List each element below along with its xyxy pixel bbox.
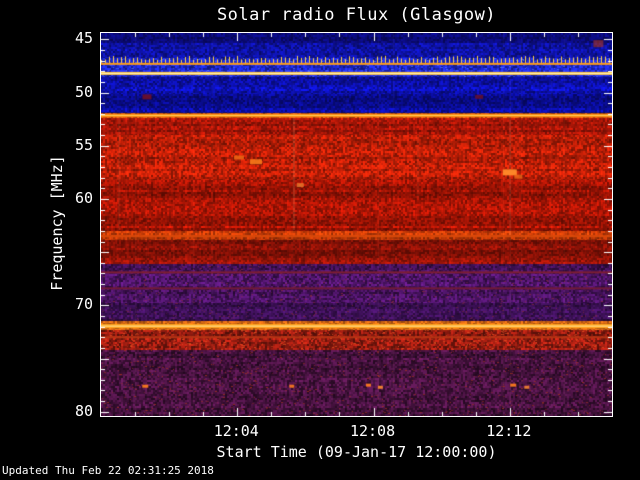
x-tick-label: 12:12: [486, 422, 532, 440]
y-tick-label: 55: [74, 135, 93, 154]
y-tick-label: 60: [74, 188, 93, 207]
y-tick-label: 80: [74, 401, 93, 420]
x-axis-label: Start Time (09-Jan-17 12:00:00): [216, 443, 497, 461]
y-tick-label: 50: [74, 82, 93, 101]
y-axis-label: Frequency [MHz]: [48, 155, 66, 291]
plot-area: [100, 32, 613, 417]
spectrogram-canvas: [101, 33, 612, 416]
y-tick-label: 70: [74, 295, 93, 314]
x-tick-label: 12:04: [213, 422, 259, 440]
x-tick-label: 12:08: [349, 422, 396, 440]
y-tick-label: 45: [74, 29, 93, 48]
updated-timestamp: Updated Thu Feb 22 02:31:25 2018: [2, 464, 214, 477]
chart-title: Solar radio Flux (Glasgow): [216, 5, 497, 25]
